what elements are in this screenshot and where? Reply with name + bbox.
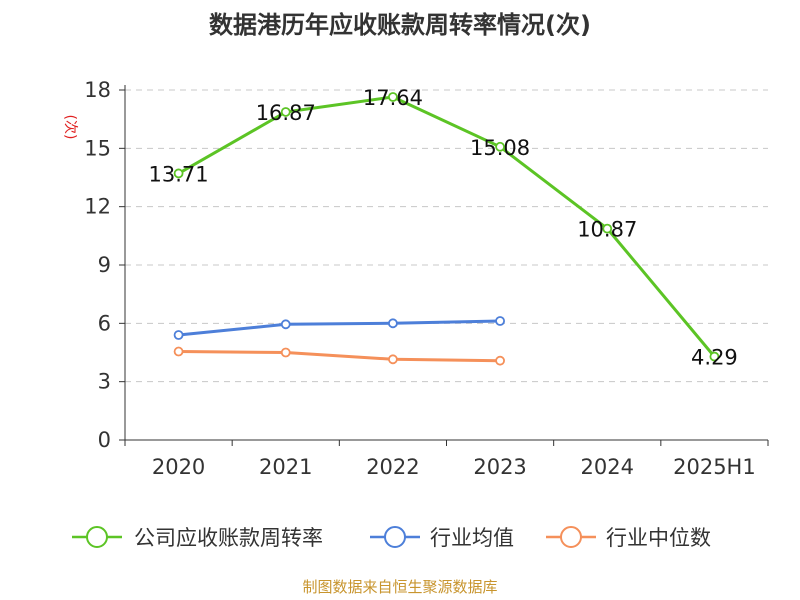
legend-item-1[interactable]: 行业均值 (370, 526, 514, 550)
legend-label: 行业均值 (430, 526, 514, 550)
x-tick-label: 2021 (259, 455, 312, 479)
data-point (495, 355, 505, 366)
gridlines (125, 89, 768, 383)
series-line-2 (178, 350, 501, 363)
legend-label: 公司应收账款周转率 (134, 526, 323, 550)
data-point (280, 107, 291, 117)
axes: 0 3 6 9 12 15 18 2020 2021 2022 2023 2024 2025H1 (84, 78, 769, 479)
legend-marker (560, 526, 582, 548)
x-tick-label: 2020 (152, 455, 205, 479)
y-tick-label: 6 (98, 311, 111, 335)
data-label: 4.29 (691, 346, 738, 370)
legend-marker (86, 526, 108, 548)
data-point (495, 141, 505, 152)
y-tick-label: 12 (84, 195, 111, 219)
data-point (173, 168, 184, 179)
legend-label: 行业中位数 (606, 526, 711, 550)
data-point (495, 316, 505, 326)
x-tick-label: 2023 (473, 455, 526, 479)
data-point (173, 346, 184, 357)
x-tick-label: 2022 (366, 455, 419, 479)
x-tick-label: 2025H1 (673, 455, 756, 479)
y-tick-label: 15 (84, 136, 111, 160)
y-axis-unit: (次) (62, 115, 78, 140)
data-point (388, 354, 398, 365)
data-point (173, 330, 184, 340)
series-line-0 (177, 95, 716, 358)
data-point (388, 318, 398, 329)
data-point (602, 223, 613, 234)
chart-title: 数据港历年应收账款周转率情况(次) (209, 11, 591, 39)
y-tick-label: 0 (98, 428, 111, 452)
data-labels: 13.71 16.87 17.64 15.08 10.87 4.29 (149, 86, 738, 370)
legend-item-2[interactable]: 行业中位数 (546, 526, 711, 550)
legend-item-0[interactable]: 公司应收账款周转率 (72, 526, 323, 550)
series-line-1 (178, 319, 501, 337)
data-point (280, 347, 291, 358)
legend[interactable]: 公司应收账款周转率 行业均值 行业中位数 (72, 526, 711, 550)
source-note: 制图数据来自恒生聚源数据库 (302, 578, 497, 596)
data-label: 15.08 (470, 136, 530, 160)
y-tick-label: 3 (98, 370, 111, 394)
series-layer (173, 92, 720, 366)
data-point (388, 92, 398, 102)
data-label: 17.64 (363, 86, 423, 110)
y-tick-label: 18 (84, 78, 111, 102)
data-point (709, 351, 720, 362)
legend-marker (384, 526, 406, 548)
data-label: 10.87 (577, 218, 637, 242)
x-tick-label: 2024 (581, 455, 634, 479)
data-label: 13.71 (149, 162, 209, 186)
data-point (280, 319, 291, 330)
data-label: 16.87 (256, 101, 316, 125)
y-tick-label: 9 (98, 253, 111, 277)
